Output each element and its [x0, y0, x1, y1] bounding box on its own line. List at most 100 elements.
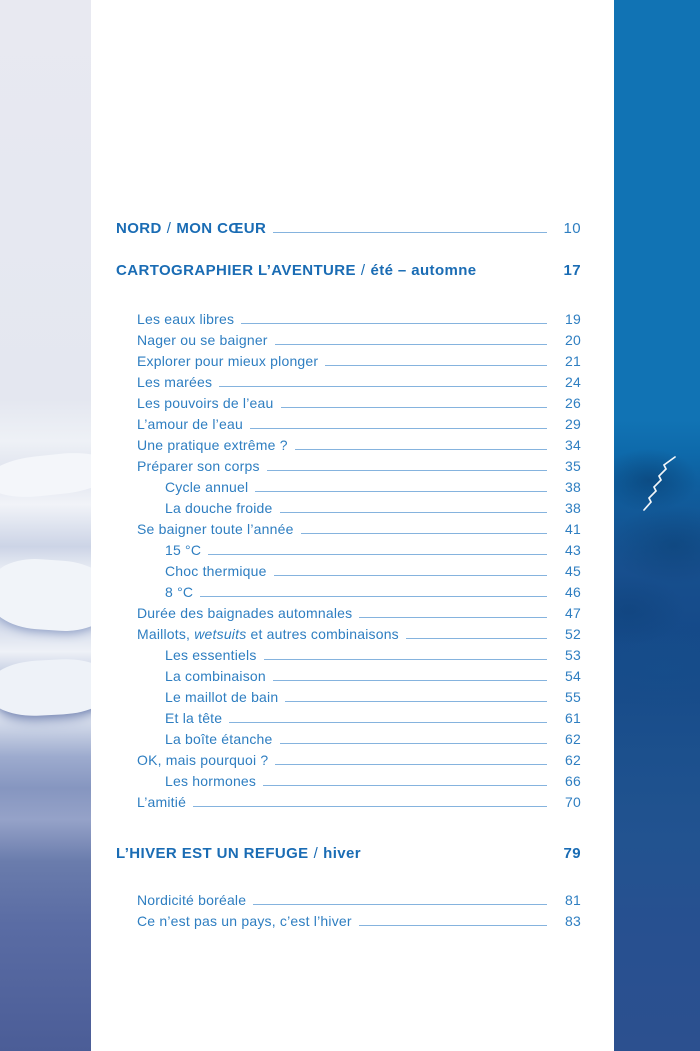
- toc-entry-label-text: Les pouvoirs de l’eau: [137, 395, 274, 411]
- toc-entry-label: La boîte étanche: [165, 731, 273, 747]
- toc-entry: Les eaux libres 19: [116, 311, 581, 332]
- section-heading-nord: NORD / MON CŒUR 10: [116, 220, 581, 241]
- toc-entry-label: Le maillot de bain: [165, 689, 278, 705]
- toc-entry-label-text: Le maillot de bain: [165, 689, 279, 705]
- toc-entry-label-text: Les hormones: [165, 773, 257, 789]
- page-number: 54: [565, 668, 581, 684]
- section-title: CARTOGRAPHIER L’AVENTURE: [116, 262, 356, 279]
- section-page-number: 79: [563, 845, 581, 862]
- section-subtitle: hiver: [323, 845, 362, 862]
- toc-entry-label-text: Les eaux libres: [137, 311, 235, 327]
- toc-entry-label: OK, mais pourquoi ?: [137, 752, 268, 768]
- toc-entry: Explorer pour mieux plonger 21: [116, 353, 581, 374]
- ice-photo-left: [0, 0, 113, 1051]
- toc-entry: 15 °C 43: [116, 542, 581, 563]
- section-heading-text: L’HIVER EST UN REFUGE / hiver: [116, 845, 361, 862]
- toc-entry-label: Les marées: [137, 374, 212, 390]
- toc-entry: Se baigner toute l’année 41: [116, 521, 581, 542]
- page-number: 38: [565, 500, 581, 516]
- toc-entry-label: Préparer son corps: [137, 458, 260, 474]
- leader-line: [294, 449, 547, 450]
- toc-entry-label: Explorer pour mieux plonger: [137, 353, 318, 369]
- leader-line: [359, 617, 547, 618]
- toc-entry: Nager ou se baigner 20: [116, 332, 581, 353]
- page-number: 61: [565, 710, 581, 726]
- toc-entry-label: Cycle annuel: [165, 479, 248, 495]
- toc-entry: Et la tête 61: [116, 710, 581, 731]
- toc-entry-label: La combinaison: [165, 668, 266, 684]
- toc-page: NORD / MON CŒUR 10 CARTOGRAPHIER L’AVENTUR…: [91, 0, 614, 1051]
- toc-entry-label-text: et autres combinaisons: [246, 626, 399, 642]
- leader-line: [405, 638, 547, 639]
- toc-entry: Les hormones 66: [116, 773, 581, 794]
- section-heading-hiver: L’HIVER EST UN REFUGE / hiver 79: [116, 845, 581, 866]
- toc-entry: 8 °C 46: [116, 584, 581, 605]
- toc-entry: Ce n’est pas un pays, c’est l’hiver 83: [116, 913, 581, 934]
- page-number: 35: [565, 458, 581, 474]
- toc-entry-label-italic: wetsuits: [194, 626, 247, 642]
- toc-entry-label: Maillots, wetsuits et autres combinaison…: [137, 626, 399, 642]
- separator-slash: /: [313, 845, 319, 862]
- leader-line: [279, 743, 547, 744]
- toc-entry-label: Choc thermique: [165, 563, 267, 579]
- toc-entry: Maillots, wetsuits et autres combinaison…: [116, 626, 581, 647]
- toc-entry-label: La douche froide: [165, 500, 273, 516]
- toc-entry: Durée des baignades automnales 47: [116, 605, 581, 626]
- page-number: 19: [565, 311, 581, 327]
- page-number: 26: [565, 395, 581, 411]
- page-number: 43: [565, 542, 581, 558]
- toc-entry-label-text: Ce n’est pas un pays, c’est l’hiver: [137, 913, 352, 929]
- toc-entry-label: Les pouvoirs de l’eau: [137, 395, 274, 411]
- toc-entry-label-text: Maillots,: [137, 626, 195, 642]
- toc-entry-label-text: Cycle annuel: [165, 479, 249, 495]
- toc-entry-label: Les eaux libres: [137, 311, 234, 327]
- toc-entries-summer-autumn: Les eaux libres 19 Nager ou se baigner 20 Ex…: [116, 311, 581, 815]
- section-title: NORD: [116, 220, 162, 237]
- leader-line: [219, 386, 547, 387]
- page-number: 62: [565, 731, 581, 747]
- toc-entry-label: Les hormones: [165, 773, 256, 789]
- leader-line: [274, 344, 547, 345]
- toc-entry: Le maillot de bain 55: [116, 689, 581, 710]
- toc-entry: Nordicité boréale 81: [116, 892, 581, 913]
- page-number: 66: [565, 773, 581, 789]
- toc-entry-label: Ce n’est pas un pays, c’est l’hiver: [137, 913, 352, 929]
- ice-photo-right: [614, 0, 700, 1051]
- toc-entry-label: Se baigner toute l’année: [137, 521, 294, 537]
- toc-entry: Les marées 24: [116, 374, 581, 395]
- leader-line: [263, 659, 547, 660]
- leader-line: [300, 533, 547, 534]
- toc-entry: OK, mais pourquoi ? 62: [116, 752, 581, 773]
- leader-line: [273, 232, 547, 233]
- toc-entry-label: 8 °C: [165, 584, 193, 600]
- leader-line: [325, 365, 547, 366]
- toc-entry-label-text: Se baigner toute l’année: [137, 521, 294, 537]
- leader-line: [193, 806, 547, 807]
- toc-entry-label-text: Explorer pour mieux plonger: [137, 353, 319, 369]
- toc-entry: La boîte étanche 62: [116, 731, 581, 752]
- toc-entry-label-text: L’amitié: [137, 794, 187, 810]
- toc-entry: Préparer son corps 35: [116, 458, 581, 479]
- toc-entry-label-text: Les essentiels: [165, 647, 257, 663]
- toc-entry: L’amitié 70: [116, 794, 581, 815]
- page-number: 83: [565, 913, 581, 929]
- page-number: 47: [565, 605, 581, 621]
- leader-line: [280, 407, 547, 408]
- page-number: 52: [565, 626, 581, 642]
- leader-line: [200, 596, 547, 597]
- toc-entry-label: Nordicité boréale: [137, 892, 246, 908]
- leader-line: [275, 764, 547, 765]
- leader-line: [208, 554, 547, 555]
- toc-entry-label-text: La douche froide: [165, 500, 273, 516]
- toc-entry: La combinaison 54: [116, 668, 581, 689]
- toc-entries-winter: Nordicité boréale 81 Ce n’est pas un pays,…: [116, 892, 581, 934]
- leader-line: [255, 491, 547, 492]
- toc-entry-label-text: La boîte étanche: [165, 731, 273, 747]
- page-number: 24: [565, 374, 581, 390]
- leader-line: [272, 680, 547, 681]
- toc-entry-label: Les essentiels: [165, 647, 257, 663]
- section-title: L’HIVER EST UN REFUGE: [116, 845, 309, 862]
- toc-entry-label: Nager ou se baigner: [137, 332, 268, 348]
- page-number: 29: [565, 416, 581, 432]
- toc-entry-label-text: Durée des baignades automnales: [137, 605, 353, 621]
